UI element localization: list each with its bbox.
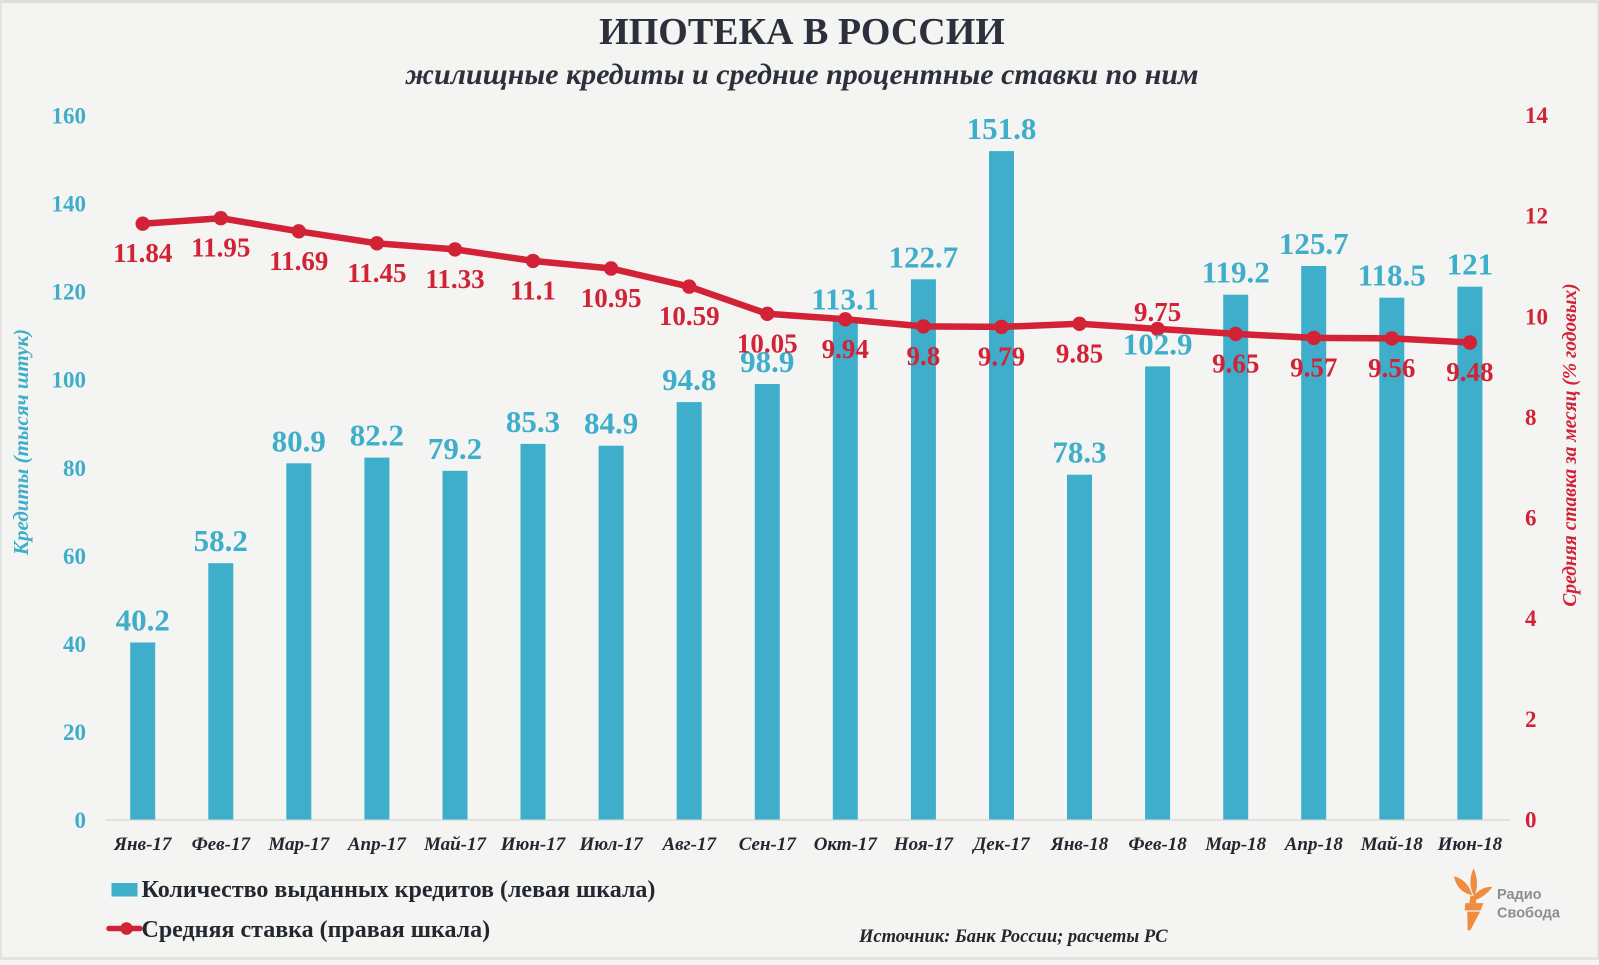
- svg-text:79.2: 79.2: [428, 431, 482, 466]
- svg-text:60: 60: [63, 544, 86, 569]
- svg-text:40: 40: [63, 632, 86, 657]
- svg-text:Окт-17: Окт-17: [814, 834, 879, 855]
- svg-text:119.2: 119.2: [1202, 255, 1270, 290]
- svg-text:8: 8: [1525, 405, 1537, 430]
- svg-text:11.33: 11.33: [425, 264, 484, 294]
- svg-text:Авг-17: Авг-17: [661, 834, 717, 855]
- svg-text:11.45: 11.45: [347, 258, 406, 288]
- svg-text:Июл-17: Июл-17: [578, 834, 644, 855]
- svg-text:Апр-18: Апр-18: [1284, 834, 1344, 855]
- svg-text:40.2: 40.2: [116, 603, 170, 638]
- svg-text:Апр-17: Апр-17: [347, 834, 408, 855]
- svg-text:Июн-17: Июн-17: [500, 834, 567, 855]
- svg-text:2: 2: [1525, 707, 1537, 732]
- svg-text:85.3: 85.3: [506, 404, 560, 439]
- svg-text:11.84: 11.84: [113, 238, 172, 268]
- svg-text:78.3: 78.3: [1052, 435, 1106, 470]
- svg-text:Сен-17: Сен-17: [739, 834, 798, 855]
- svg-text:121: 121: [1447, 247, 1494, 282]
- svg-text:122.7: 122.7: [889, 239, 959, 274]
- svg-text:118.5: 118.5: [1358, 258, 1426, 293]
- svg-text:9.57: 9.57: [1290, 352, 1337, 382]
- svg-text:Янв-18: Янв-18: [1050, 834, 1109, 855]
- svg-text:Май-17: Май-17: [423, 834, 488, 855]
- svg-text:9.75: 9.75: [1134, 297, 1181, 327]
- svg-text:Кредиты (тысяч штук): Кредиты (тысяч штук): [9, 329, 33, 556]
- svg-text:11.69: 11.69: [269, 246, 328, 276]
- svg-text:Мар-18: Мар-18: [1204, 834, 1266, 855]
- svg-text:9.94: 9.94: [822, 334, 869, 364]
- svg-text:ИПОТЕКА В РОССИИ: ИПОТЕКА В РОССИИ: [599, 11, 1005, 53]
- svg-text:Фев-18: Фев-18: [1128, 834, 1187, 855]
- svg-text:Источник: Банк России; расчеты: Источник: Банк России; расчеты РС: [858, 927, 1168, 947]
- svg-text:160: 160: [52, 104, 87, 129]
- svg-text:Май-18: Май-18: [1360, 834, 1424, 855]
- svg-text:14: 14: [1525, 103, 1549, 128]
- svg-text:Июн-18: Июн-18: [1437, 834, 1503, 855]
- svg-text:6: 6: [1525, 506, 1537, 531]
- svg-text:80: 80: [63, 456, 86, 481]
- svg-text:9.85: 9.85: [1056, 338, 1103, 368]
- svg-text:140: 140: [52, 192, 87, 217]
- svg-text:Радио: Радио: [1497, 887, 1542, 903]
- svg-text:Мар-17: Мар-17: [267, 834, 330, 855]
- svg-text:80.9: 80.9: [272, 423, 326, 458]
- svg-text:82.2: 82.2: [350, 418, 404, 453]
- svg-text:9.79: 9.79: [978, 341, 1025, 371]
- svg-text:9.48: 9.48: [1446, 357, 1493, 387]
- svg-text:84.9: 84.9: [584, 406, 638, 441]
- svg-text:100: 100: [52, 368, 87, 393]
- svg-text:94.8: 94.8: [662, 362, 716, 397]
- svg-text:0: 0: [75, 808, 87, 833]
- svg-text:Количество выданных кредитов (: Количество выданных кредитов (левая шкал…: [142, 877, 656, 903]
- svg-text:0: 0: [1525, 808, 1537, 833]
- svg-text:9.8: 9.8: [907, 341, 941, 371]
- svg-text:10.95: 10.95: [581, 283, 642, 313]
- svg-text:58.2: 58.2: [194, 523, 248, 558]
- svg-text:98.9: 98.9: [740, 344, 794, 379]
- svg-text:10.05: 10.05: [737, 328, 798, 358]
- svg-text:11.1: 11.1: [510, 275, 556, 305]
- svg-text:10: 10: [1525, 304, 1548, 329]
- svg-text:120: 120: [52, 280, 87, 305]
- svg-text:4: 4: [1525, 606, 1537, 631]
- svg-text:102.9: 102.9: [1123, 326, 1193, 361]
- svg-text:10.59: 10.59: [659, 301, 720, 331]
- svg-text:Свобода: Свобода: [1497, 906, 1561, 922]
- svg-text:12: 12: [1525, 204, 1548, 229]
- svg-text:9.56: 9.56: [1368, 353, 1415, 383]
- svg-text:Янв-17: Янв-17: [113, 834, 173, 855]
- svg-text:9.65: 9.65: [1212, 348, 1259, 378]
- svg-text:Фев-17: Фев-17: [192, 834, 252, 855]
- svg-text:Ноя-17: Ноя-17: [893, 834, 955, 855]
- svg-text:Средняя ставка за месяц (% год: Средняя ставка за месяц (% годовых): [1560, 283, 1581, 606]
- svg-text:151.8: 151.8: [967, 111, 1037, 146]
- svg-text:жилищные кредиты и средние про: жилищные кредиты и средние процентные ст…: [404, 58, 1198, 91]
- svg-text:113.1: 113.1: [811, 282, 879, 317]
- svg-text:20: 20: [63, 720, 86, 745]
- svg-text:Средняя ставка (правая шкала): Средняя ставка (правая шкала): [142, 917, 491, 943]
- svg-text:11.95: 11.95: [191, 233, 250, 263]
- svg-text:125.7: 125.7: [1279, 226, 1349, 261]
- svg-text:Дек-17: Дек-17: [971, 834, 1031, 855]
